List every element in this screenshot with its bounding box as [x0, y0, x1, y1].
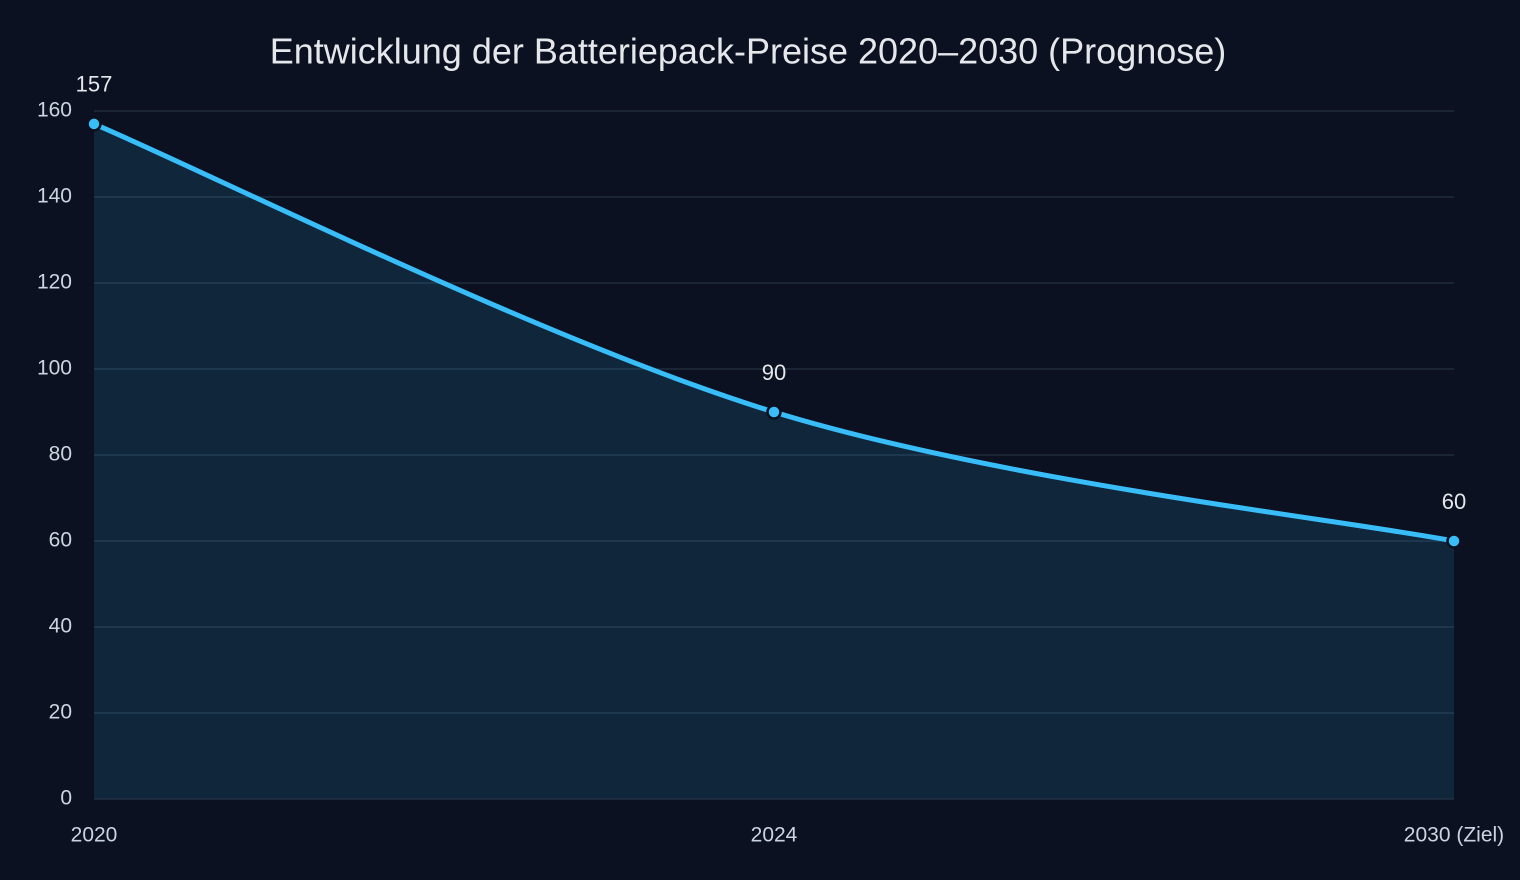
point [86, 116, 102, 132]
x-tick-label: 2020 [71, 824, 118, 847]
chart-title: Entwicklung der Batteriepack-Preise 2020… [270, 31, 1227, 72]
point [1446, 533, 1462, 549]
y-tick-label: 140 [37, 185, 72, 208]
y-tick-label: 20 [49, 701, 72, 724]
x-tick-label: 2024 [751, 824, 798, 847]
x-tick-label: 2030 (Ziel) [1404, 824, 1504, 847]
data-label: 60 [1442, 489, 1466, 514]
point [766, 404, 782, 420]
y-tick-label: 160 [37, 99, 72, 122]
y-tick-label: 40 [49, 615, 72, 638]
area [94, 123, 1454, 799]
y-tick-label: 60 [49, 529, 72, 552]
data-label: 90 [762, 360, 786, 385]
y-tick-label: 0 [60, 787, 72, 810]
y-tick-label: 100 [37, 357, 72, 380]
data-label: 157 [76, 72, 113, 97]
y-tick-label: 80 [49, 443, 72, 466]
y-tick-label: 120 [37, 271, 72, 294]
